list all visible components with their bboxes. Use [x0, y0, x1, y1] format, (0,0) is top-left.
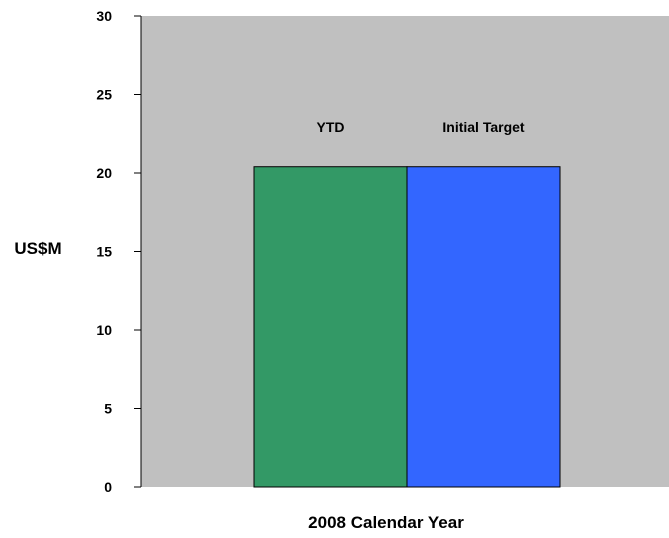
bar-ytd [253, 166, 408, 488]
bars [253, 166, 561, 488]
y-tick-label: 15 [96, 244, 112, 260]
y-axis: 0 5 10 15 20 25 30 [96, 8, 142, 495]
y-tick-label: 0 [104, 479, 112, 495]
category-label: Initial Target [442, 119, 525, 135]
bar-initial-target [406, 166, 561, 488]
category-label: YTD [317, 119, 345, 135]
y-tick-label: 20 [96, 165, 112, 181]
y-tick-label: 5 [104, 401, 112, 417]
y-tick-label: 30 [96, 8, 112, 24]
y-axis-title: US$M [14, 239, 61, 258]
y-tick-label: 10 [96, 322, 112, 338]
category-labels: YTD Initial Target [317, 119, 525, 135]
y-tick-label: 25 [96, 87, 112, 103]
x-axis-title: 2008 Calendar Year [308, 513, 464, 532]
